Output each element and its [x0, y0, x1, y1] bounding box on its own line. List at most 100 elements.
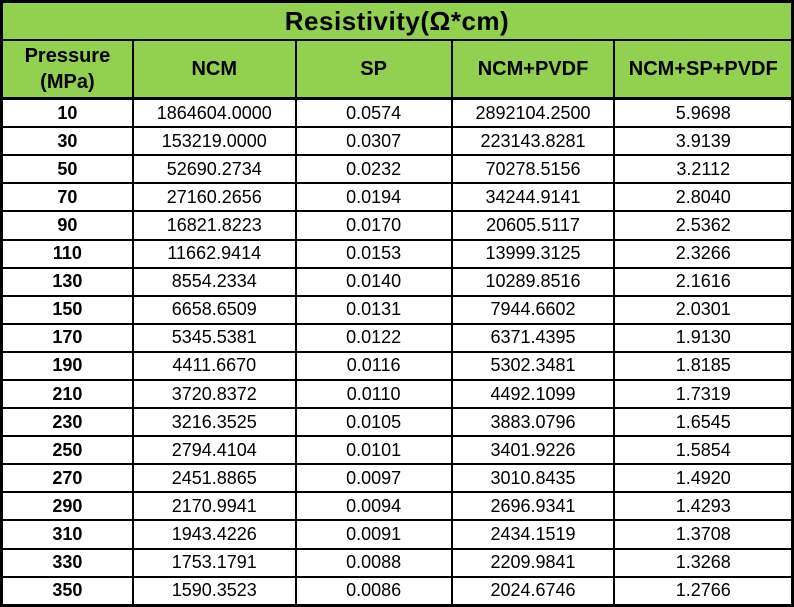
ncm-cell: 52690.2734 — [131, 154, 297, 185]
table-row: 190 4411.6670 0.0116 5302.3481 1.8185 — [0, 350, 794, 382]
pressure-cell: 190 — [0, 350, 134, 382]
sp-cell: 0.0116 — [294, 350, 453, 382]
ncm-cell: 3216.3525 — [131, 407, 297, 438]
sp-cell: 0.0094 — [294, 491, 453, 522]
sp-cell: 0.0110 — [294, 378, 453, 410]
table-row: 110 11662.9414 0.0153 13999.3125 2.3266 — [0, 238, 794, 269]
ncm-sp-pvdf-cell: 1.9130 — [613, 322, 794, 353]
ncm-sp-pvdf-cell: 1.3268 — [613, 547, 794, 578]
ncm-cell: 27160.2656 — [131, 182, 297, 213]
table-row: 170 5345.5381 0.0122 6371.4395 1.9130 — [0, 322, 794, 353]
table-row: 250 2794.4104 0.0101 3401.9226 1.5854 — [0, 435, 794, 466]
ncm-pvdf-cell: 2892104.2500 — [450, 97, 616, 129]
column-header-ncm-pvdf: NCM+PVDF — [450, 39, 616, 100]
ncm-sp-pvdf-cell: 1.7319 — [613, 378, 794, 410]
pressure-cell: 250 — [0, 435, 134, 466]
ncm-sp-pvdf-cell: 1.2766 — [613, 575, 794, 607]
ncm-sp-pvdf-cell: 3.9139 — [613, 126, 794, 157]
header-row: Pressure (MPa) NCM SP NCM+PVDF NCM+SP+PVDF — [0, 39, 794, 100]
ncm-pvdf-cell: 34244.9141 — [450, 182, 616, 213]
ncm-sp-pvdf-cell: 2.3266 — [613, 238, 794, 269]
sp-cell: 0.0088 — [294, 547, 453, 578]
ncm-pvdf-cell: 20605.5117 — [450, 210, 616, 241]
ncm-sp-pvdf-cell: 1.4293 — [613, 491, 794, 522]
table-row: 50 52690.2734 0.0232 70278.5156 3.2112 — [0, 154, 794, 185]
table-row: 150 6658.6509 0.0131 7944.6602 2.0301 — [0, 294, 794, 325]
ncm-cell: 153219.0000 — [131, 126, 297, 157]
table-head: Resistivity(Ω*cm) Pressure (MPa) NCM SP NCM… — [0, 0, 794, 100]
ncm-sp-pvdf-cell: 1.3708 — [613, 519, 794, 550]
ncm-sp-pvdf-cell: 2.8040 — [613, 182, 794, 213]
pressure-cell: 110 — [0, 238, 134, 269]
table-row: 330 1753.1791 0.0088 2209.9841 1.3268 — [0, 547, 794, 578]
column-header-sp: SP — [294, 39, 453, 100]
ncm-sp-pvdf-cell: 1.4920 — [613, 463, 794, 494]
table-row: 130 8554.2334 0.0140 10289.8516 2.1616 — [0, 266, 794, 297]
pressure-cell: 10 — [0, 97, 134, 129]
pressure-cell: 90 — [0, 210, 134, 241]
ncm-pvdf-cell: 3401.9226 — [450, 435, 616, 466]
table-title: Resistivity(Ω*cm) — [0, 0, 794, 41]
table-row: 290 2170.9941 0.0094 2696.9341 1.4293 — [0, 491, 794, 522]
sp-cell: 0.0232 — [294, 154, 453, 185]
ncm-cell: 16821.8223 — [131, 210, 297, 241]
pressure-cell: 290 — [0, 491, 134, 522]
pressure-cell: 310 — [0, 519, 134, 550]
table-row: 30 153219.0000 0.0307 223143.8281 3.9139 — [0, 126, 794, 157]
ncm-sp-pvdf-cell: 1.5854 — [613, 435, 794, 466]
table-row: 310 1943.4226 0.0091 2434.1519 1.3708 — [0, 519, 794, 550]
ncm-cell: 1864604.0000 — [131, 97, 297, 129]
column-header-pressure: Pressure (MPa) — [0, 39, 134, 100]
ncm-pvdf-cell: 5302.3481 — [450, 350, 616, 382]
sp-cell: 0.0153 — [294, 238, 453, 269]
pressure-cell: 130 — [0, 266, 134, 297]
ncm-pvdf-cell: 6371.4395 — [450, 322, 616, 353]
ncm-cell: 8554.2334 — [131, 266, 297, 297]
ncm-cell: 3720.8372 — [131, 378, 297, 410]
pressure-cell: 270 — [0, 463, 134, 494]
pressure-cell: 150 — [0, 294, 134, 325]
table-row: 10 1864604.0000 0.0574 2892104.2500 5.9698 — [0, 97, 794, 129]
pressure-cell: 30 — [0, 126, 134, 157]
table-row: 230 3216.3525 0.0105 3883.0796 1.6545 — [0, 407, 794, 438]
sp-cell: 0.0194 — [294, 182, 453, 213]
ncm-cell: 5345.5381 — [131, 322, 297, 353]
table-row: 350 1590.3523 0.0086 2024.6746 1.2766 — [0, 575, 794, 607]
table-row: 90 16821.8223 0.0170 20605.5117 2.5362 — [0, 210, 794, 241]
ncm-pvdf-cell: 2209.9841 — [450, 547, 616, 578]
ncm-pvdf-cell: 2024.6746 — [450, 575, 616, 607]
table-row: 70 27160.2656 0.0194 34244.9141 2.8040 — [0, 182, 794, 213]
ncm-cell: 11662.9414 — [131, 238, 297, 269]
sp-cell: 0.0105 — [294, 407, 453, 438]
ncm-cell: 4411.6670 — [131, 350, 297, 382]
table-row: 270 2451.8865 0.0097 3010.8435 1.4920 — [0, 463, 794, 494]
sp-cell: 0.0122 — [294, 322, 453, 353]
ncm-sp-pvdf-cell: 2.1616 — [613, 266, 794, 297]
table-row: 210 3720.8372 0.0110 4492.1099 1.7319 — [0, 378, 794, 410]
column-header-ncm-sp-pvdf: NCM+SP+PVDF — [613, 39, 794, 100]
ncm-cell: 1753.1791 — [131, 547, 297, 578]
pressure-cell: 330 — [0, 547, 134, 578]
ncm-pvdf-cell: 3883.0796 — [450, 407, 616, 438]
ncm-cell: 2451.8865 — [131, 463, 297, 494]
ncm-sp-pvdf-cell: 1.6545 — [613, 407, 794, 438]
pressure-cell: 170 — [0, 322, 134, 353]
ncm-pvdf-cell: 4492.1099 — [450, 378, 616, 410]
title-row: Resistivity(Ω*cm) — [0, 0, 794, 41]
pressure-cell: 70 — [0, 182, 134, 213]
ncm-pvdf-cell: 2696.9341 — [450, 491, 616, 522]
ncm-cell: 1943.4226 — [131, 519, 297, 550]
ncm-pvdf-cell: 2434.1519 — [450, 519, 616, 550]
sp-cell: 0.0140 — [294, 266, 453, 297]
ncm-sp-pvdf-cell: 2.0301 — [613, 294, 794, 325]
sp-cell: 0.0131 — [294, 294, 453, 325]
pressure-cell: 50 — [0, 154, 134, 185]
ncm-sp-pvdf-cell: 3.2112 — [613, 154, 794, 185]
ncm-pvdf-cell: 7944.6602 — [450, 294, 616, 325]
sp-cell: 0.0091 — [294, 519, 453, 550]
pressure-cell: 210 — [0, 378, 134, 410]
sp-cell: 0.0097 — [294, 463, 453, 494]
ncm-sp-pvdf-cell: 5.9698 — [613, 97, 794, 129]
sp-cell: 0.0101 — [294, 435, 453, 466]
table-body: 10 1864604.0000 0.0574 2892104.2500 5.9698 30… — [0, 97, 794, 607]
